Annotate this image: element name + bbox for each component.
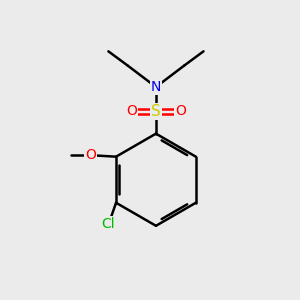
Text: N: N: [151, 80, 161, 94]
Text: O: O: [85, 148, 96, 162]
Text: O: O: [175, 104, 186, 118]
Text: O: O: [126, 104, 137, 118]
Text: Cl: Cl: [101, 217, 115, 231]
Text: S: S: [151, 104, 161, 119]
